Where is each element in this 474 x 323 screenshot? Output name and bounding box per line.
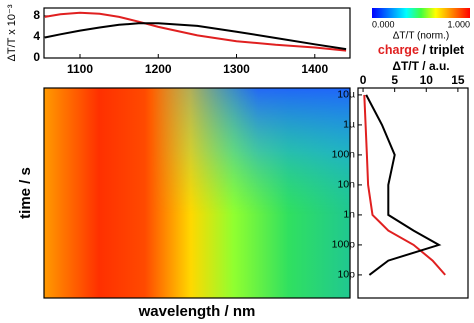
colorbar [372, 8, 470, 18]
y-tick-label: 10µ [337, 89, 355, 101]
panel-title: ΔT/T / a.u. [392, 59, 449, 73]
x-tick-label: 10 [420, 73, 434, 87]
y-axis-label: time / s [17, 167, 34, 219]
y-tick-label: 10p [337, 269, 355, 281]
colorbar-tick-label: 0.000 [372, 19, 395, 29]
y-tick-label: 1n [343, 209, 355, 221]
colorbar-tick-label: 1.000 [447, 19, 470, 29]
y-tick-label: 100n [332, 149, 356, 161]
colorbar-label: ΔT/T (norm.) [393, 31, 450, 42]
y-tick-label: 8 [33, 8, 40, 22]
legend-entry: triplet [429, 43, 465, 57]
y-tick-label: 0 [33, 50, 40, 64]
y-tick-label: 100p [332, 239, 356, 251]
x-axis-label: wavelength / nm [138, 303, 256, 320]
x-tick-label: 1300 [223, 62, 250, 76]
x-tick-label: 1400 [301, 62, 328, 76]
line [363, 94, 446, 276]
legend: charge / triplet [378, 43, 465, 57]
x-tick-label: 1200 [145, 62, 172, 76]
x-tick-label: 15 [451, 73, 465, 87]
x-tick-label: 5 [391, 73, 398, 87]
heatmap-frame [43, 87, 351, 299]
x-tick-label: 1100 [67, 62, 93, 76]
legend-entry: charge [378, 43, 419, 57]
y-tick-label: 10n [337, 179, 355, 191]
y-tick-label: 1µ [343, 119, 355, 131]
line [44, 22, 347, 51]
line [44, 11, 347, 52]
top-frame [43, 7, 351, 59]
legend-separator: / [419, 43, 426, 57]
line [365, 94, 442, 276]
x-tick-label: 0 [360, 73, 367, 87]
side-frame [357, 87, 469, 299]
y-axis-label: ΔT/T x 10⁻³ [6, 4, 18, 61]
y-tick-label: 4 [33, 29, 40, 43]
heatmap-overlay [44, 88, 350, 298]
